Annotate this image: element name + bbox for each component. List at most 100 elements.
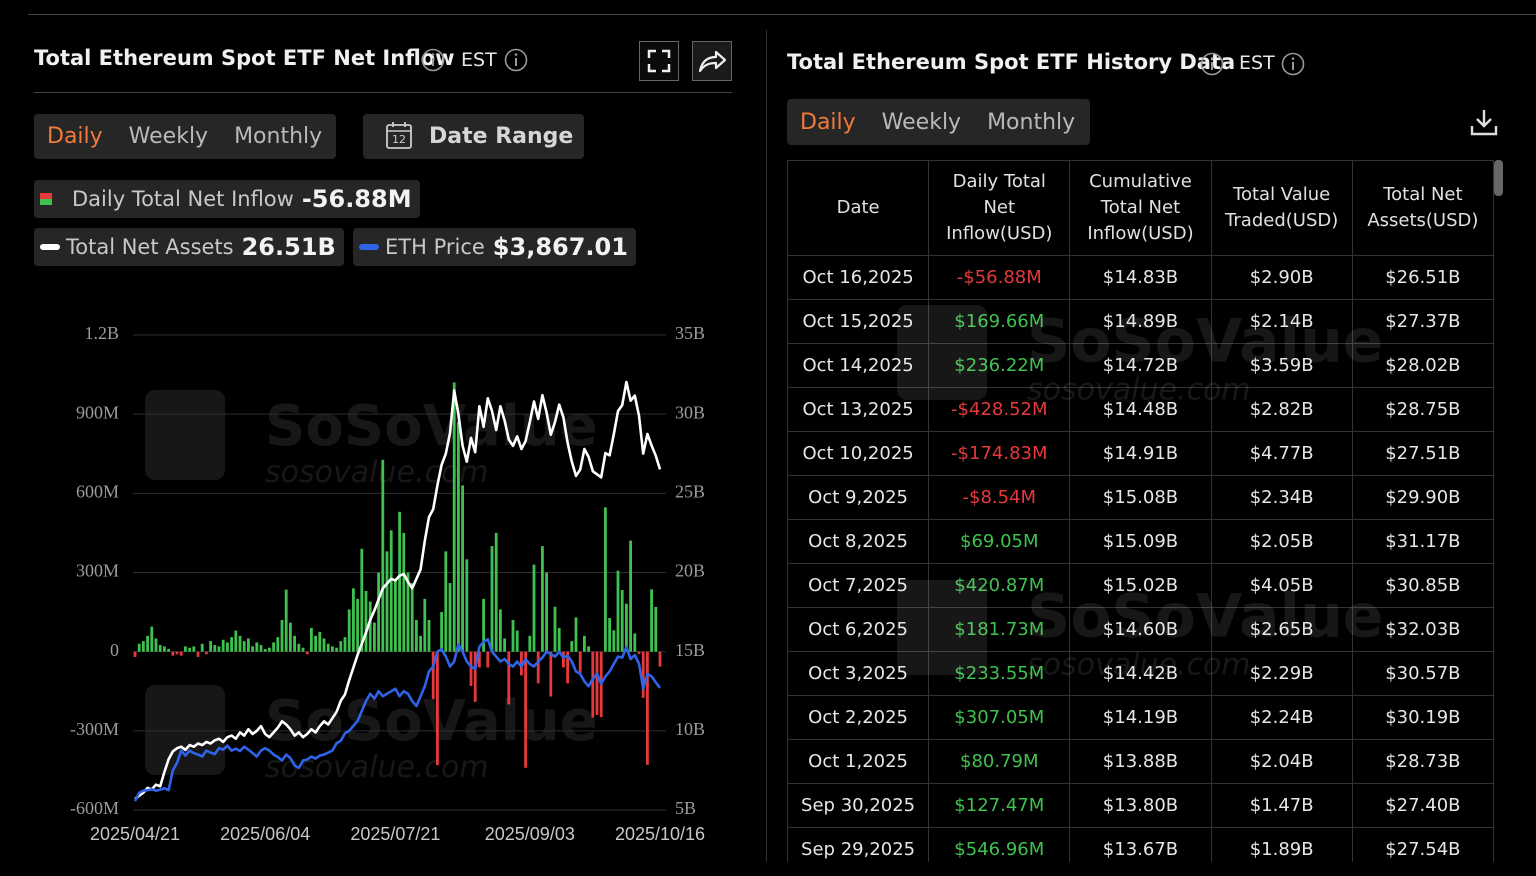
bar: [557, 627, 561, 652]
date-range-button[interactable]: 12 Date Range: [363, 114, 584, 159]
bar: [532, 564, 536, 652]
table-cell: Oct 8,2025: [787, 519, 930, 564]
table-row: Oct 10,2025 -$174.83M $14.91B $4.77B $27.51B: [787, 431, 1494, 476]
bar: [419, 635, 422, 652]
tab[interactable]: Daily: [800, 109, 856, 135]
bar: [150, 626, 154, 652]
table-cell: $2.05B: [1211, 519, 1353, 564]
bar: [398, 511, 401, 652]
bar: [641, 651, 645, 698]
table-cell: Oct 2,2025: [787, 695, 930, 740]
bar: [385, 551, 389, 652]
watermark-brand: SoSoValue: [265, 394, 598, 459]
column-header: Total Value Traded(USD): [1210, 160, 1353, 256]
info-icon[interactable]: [1200, 52, 1226, 78]
column-header: Total Net Assets(USD): [1351, 160, 1494, 256]
table-cell: $13.67B: [1069, 827, 1212, 862]
table-cell: -$428.52M: [928, 387, 1071, 432]
bar: [381, 459, 385, 652]
table-cell: $14.19B: [1069, 695, 1212, 740]
table-cell: $29.90B: [1352, 475, 1494, 520]
calendar-day: 12: [392, 133, 406, 146]
bar: [373, 622, 376, 652]
bar: [146, 635, 149, 652]
bar: [461, 485, 464, 652]
scrollbar[interactable]: [1494, 160, 1503, 196]
bar: [284, 589, 288, 652]
bar: [457, 422, 460, 652]
tab[interactable]: Weekly: [881, 109, 962, 135]
bar: [482, 598, 485, 652]
share-button[interactable]: [692, 41, 732, 81]
bar: [440, 612, 443, 652]
y2-tick-label: 15B: [675, 640, 705, 660]
bar: [646, 651, 649, 765]
panel-title: Total Ethereum Spot ETF Net Inflow: [34, 46, 455, 70]
bar: [448, 583, 452, 652]
bar: [503, 638, 506, 652]
table-cell: $233.55M: [928, 651, 1071, 696]
bar: [255, 642, 259, 652]
table-cell: $26.51B: [1352, 255, 1494, 300]
legend-label: Total Net Assets: [66, 235, 234, 259]
table-cell: $27.54B: [1352, 827, 1494, 862]
bar: [423, 598, 427, 652]
bar: [591, 651, 595, 718]
bar: [192, 646, 196, 652]
table-row: Sep 29,2025 $546.96M $13.67B $1.89B $27.54B: [787, 827, 1494, 862]
bar: [364, 590, 368, 652]
bar: [406, 572, 410, 652]
tab[interactable]: Daily: [47, 124, 103, 149]
fullscreen-button[interactable]: [639, 41, 679, 81]
legend-value: 26.51B: [241, 233, 336, 261]
table-cell: $4.77B: [1211, 431, 1353, 476]
divider: [34, 92, 732, 93]
bar: [524, 651, 527, 768]
info-icon[interactable]: [421, 48, 447, 74]
table-cell: $27.37B: [1352, 299, 1494, 344]
bar: [452, 382, 456, 652]
info-icon[interactable]: [1281, 52, 1307, 78]
bar: [293, 635, 296, 652]
bar: [473, 651, 477, 702]
x-tick-label: 2025/10/16: [615, 824, 705, 844]
bar: [188, 647, 191, 652]
bar: [583, 635, 586, 652]
table-cell: Oct 7,2025: [787, 563, 930, 608]
table-row: Oct 14,2025 $236.22M $14.72B $3.59B $28.02B: [787, 343, 1494, 388]
watermark-logo: [145, 390, 225, 480]
bar: [427, 620, 431, 652]
table-container: Date Daily Total Net Inflow(USD) Cumulativ…: [787, 160, 1494, 862]
watermark-logo: [145, 685, 225, 775]
table-cell: $80.79M: [928, 739, 1071, 784]
tab[interactable]: Monthly: [987, 109, 1076, 135]
table-cell: Oct 15,2025: [787, 299, 930, 344]
bar: [331, 646, 334, 652]
tab[interactable]: Monthly: [234, 124, 323, 149]
bar: [263, 649, 267, 652]
bar: [209, 641, 212, 652]
table-cell: $14.89B: [1069, 299, 1212, 344]
chart: SoSoValuesosovalue.comSoSoValuesosovalue…: [70, 323, 705, 844]
y2-tick-label: 25B: [675, 481, 705, 501]
y2-tick-label: 10B: [675, 719, 705, 739]
table-cell: $181.73M: [928, 607, 1071, 652]
tab[interactable]: Weekly: [128, 124, 209, 149]
bar: [553, 606, 557, 652]
bar: [402, 532, 406, 652]
bar: [486, 651, 490, 668]
table-cell: $30.19B: [1352, 695, 1494, 740]
bar: [511, 620, 515, 652]
table-row: Oct 6,2025 $181.73M $14.60B $2.65B $32.03B: [787, 607, 1494, 652]
history-table: Date Daily Total Net Inflow(USD) Cumulativ…: [787, 160, 1494, 862]
table-cell: $2.65B: [1211, 607, 1353, 652]
legend-item: Total Net Assets 26.51B: [34, 228, 344, 266]
bar: [179, 651, 183, 656]
download-button[interactable]: [1468, 106, 1500, 138]
bar: [230, 637, 233, 652]
table-cell: $14.42B: [1069, 651, 1212, 696]
bar: [297, 643, 301, 652]
info-icon[interactable]: [504, 48, 530, 74]
column-header: Date: [787, 160, 930, 256]
legend-item: Daily Total Net Inflow -56.88M: [34, 180, 420, 218]
